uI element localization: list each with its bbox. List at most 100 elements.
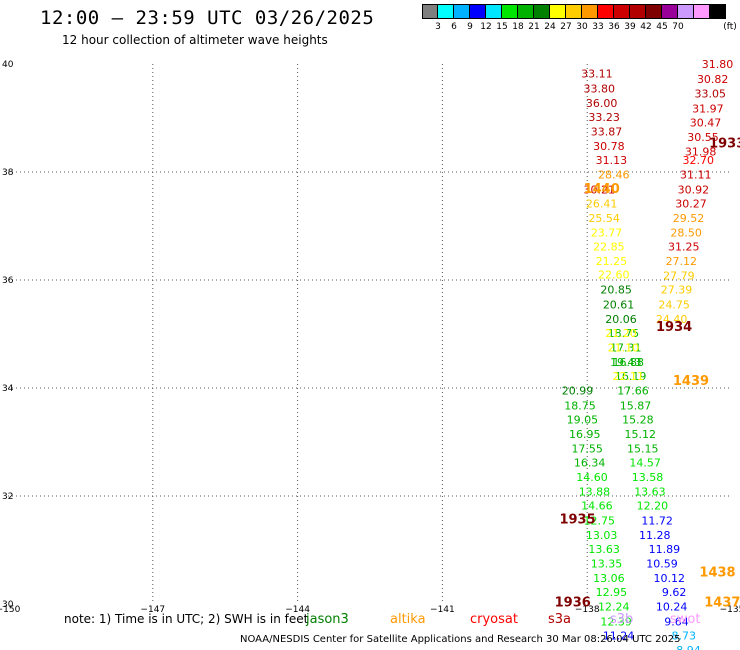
pass-time-label: 1440 (584, 182, 620, 197)
footer-credit: NOAA/NESDIS Center for Satellite Applica… (240, 634, 681, 645)
data-point-label: 9.62 (662, 586, 687, 599)
color-swatch (662, 4, 678, 19)
data-point-label: 11.72 (641, 514, 673, 527)
data-point-label: 21.25 (596, 255, 628, 268)
data-point-label: 31.98 (685, 145, 717, 158)
y-tick-label: 38 (2, 168, 14, 178)
x-tick-label: −135 (720, 605, 740, 615)
x-tick-label: −141 (430, 605, 455, 615)
chart-subtitle: 12 hour collection of altimeter wave hei… (62, 33, 328, 47)
data-point-label: 19.05 (567, 413, 599, 426)
color-swatch (678, 4, 694, 19)
data-point-label: 20.99 (562, 385, 594, 398)
data-point-label: 27.79 (663, 270, 695, 283)
color-swatch (614, 4, 630, 19)
data-point-label: 30.78 (593, 140, 625, 153)
y-tick-label: 30 (2, 600, 14, 610)
color-swatch (646, 4, 662, 19)
data-point-label: 12.39 (600, 615, 632, 628)
data-point-label: 16.95 (569, 428, 601, 441)
color-swatch (694, 4, 710, 19)
data-point-label: 19.43 (610, 356, 642, 369)
data-point-label: 30.92 (678, 183, 710, 196)
color-bar-tick-label: 45 (656, 22, 668, 32)
color-bar-tick-label: 27 (560, 22, 572, 32)
color-bar-tick-label: 70 (672, 22, 684, 32)
color-bar-tick-label: 3 (435, 22, 441, 32)
data-point-label: 31.25 (668, 241, 700, 254)
data-point-label: 20.61 (603, 298, 635, 311)
color-bar-tick-label: 24 (544, 22, 556, 32)
legend-entry-swot: swot (670, 612, 701, 627)
data-point-label: 33.87 (591, 126, 623, 139)
data-point-label: 16.88 (612, 356, 644, 369)
data-point-label: 31.13 (596, 154, 628, 167)
data-point-label: 33.05 (695, 88, 727, 101)
color-bar-unit: (ft) (723, 22, 737, 32)
data-point-label: 36.00 (586, 97, 618, 110)
data-point-label: 8.73 (671, 629, 696, 642)
data-point-label: 13.35 (591, 558, 623, 571)
x-tick-label: −147 (140, 605, 165, 615)
data-point-label: 31.11 (680, 169, 712, 182)
color-bar-tick-label: 18 (512, 22, 524, 32)
color-bar-tick-label: 33 (592, 22, 604, 32)
color-swatch (454, 4, 470, 19)
data-point-label: 26.41 (586, 197, 618, 210)
color-swatch (598, 4, 614, 19)
data-point-label: 20.85 (600, 284, 632, 297)
data-point-label: 10.24 (656, 601, 688, 614)
data-point-label: 23.77 (591, 226, 623, 239)
data-point-label: 27.39 (661, 284, 693, 297)
data-point-label: 12.95 (596, 586, 628, 599)
data-point-label: 15.15 (627, 442, 659, 455)
data-point-label: 11.24 (603, 629, 635, 642)
data-point-label: 33.80 (584, 82, 616, 95)
data-point-label: 24.75 (658, 298, 690, 311)
data-point-label: 25.54 (588, 212, 620, 225)
data-point-label: 13.88 (579, 486, 611, 499)
color-swatch (502, 4, 518, 19)
legend-entry-altika: altika (390, 612, 426, 627)
data-point-label: 15.12 (625, 428, 657, 441)
color-swatch (486, 4, 502, 19)
color-swatch (582, 4, 598, 19)
color-bar-tick-label: 6 (451, 22, 457, 32)
data-point-label: 21.10 (608, 342, 640, 355)
legend-entry-s3b: s3b (610, 612, 634, 627)
pass-time-label: 1933 (709, 136, 740, 151)
data-point-label: 30.21 (584, 183, 616, 196)
color-bar-tick-label: 30 (576, 22, 588, 32)
chart-title: 12:00 – 23:59 UTC 03/26/2025 (40, 7, 375, 29)
data-point-label: 32.70 (682, 154, 714, 167)
color-bar-tick-label: 39 (624, 22, 636, 32)
data-point-label: 13.63 (634, 486, 666, 499)
data-point-label: 28.46 (598, 169, 630, 182)
data-point-label: 28.50 (670, 226, 702, 239)
data-point-label: 24.40 (656, 313, 688, 326)
data-point-label: 16.34 (574, 457, 606, 470)
color-bar-frame (422, 4, 726, 19)
data-point-label: 20.06 (605, 313, 637, 326)
data-point-label: 17.31 (610, 342, 642, 355)
data-point-label: 18.75 (608, 327, 640, 340)
data-point-label: 22.11 (612, 370, 644, 383)
data-point-label: 17.66 (617, 385, 649, 398)
pass-time-label: 1935 (559, 513, 595, 528)
data-point-label: 8.94 (676, 644, 701, 650)
data-point-label: 22.60 (598, 269, 630, 282)
color-bar-tick-label: 12 (480, 22, 492, 32)
x-tick-label: −150 (0, 605, 21, 615)
data-point-label: 14.57 (629, 457, 661, 470)
data-point-label: 12.75 (584, 514, 616, 527)
data-point-label: 17.55 (571, 442, 603, 455)
data-point-label: 13.03 (586, 529, 618, 542)
pass-time-label: 1936 (555, 595, 591, 610)
data-point-label: 15.28 (622, 413, 654, 426)
data-point-label: 18.75 (564, 399, 596, 412)
data-point-label: 12.20 (637, 500, 669, 513)
color-swatch (630, 4, 646, 19)
data-point-label: 12.24 (598, 601, 630, 614)
